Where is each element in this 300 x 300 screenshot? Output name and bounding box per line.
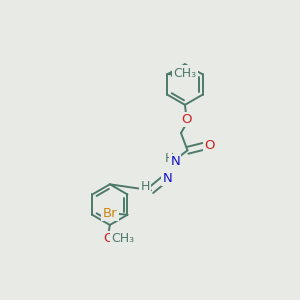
Text: CH₃: CH₃ <box>173 67 196 80</box>
Text: CH₃: CH₃ <box>112 232 135 245</box>
Text: H: H <box>164 152 174 165</box>
Text: Br: Br <box>103 207 117 220</box>
Text: N: N <box>170 155 180 168</box>
Text: H: H <box>141 180 150 193</box>
Text: O: O <box>181 113 191 126</box>
Text: O: O <box>204 139 214 152</box>
Text: O: O <box>103 232 113 245</box>
Text: N: N <box>162 172 172 185</box>
